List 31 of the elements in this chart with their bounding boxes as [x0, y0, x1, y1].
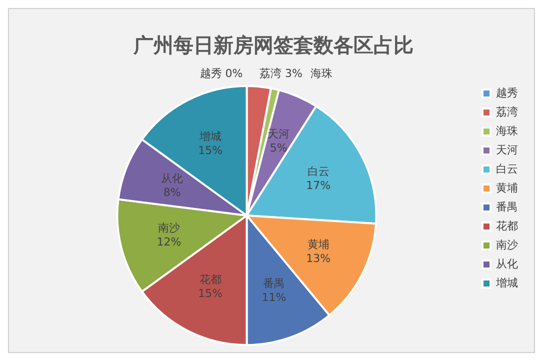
slice-label: 增城 [198, 130, 222, 143]
data-label: 17% [306, 178, 331, 192]
data-label: 13% [306, 252, 331, 265]
data-label: 11% [262, 290, 286, 304]
legend-label: 白云 [496, 162, 518, 176]
data-label: 5% [270, 142, 288, 155]
data-label: 8% [163, 186, 181, 199]
data-label: 12% [156, 235, 182, 248]
slice-label: 黄埔 [307, 238, 330, 251]
legend-label: 南沙 [496, 238, 518, 252]
legend-label: 增城 [495, 276, 518, 290]
legend-label: 从化 [496, 257, 518, 270]
legend-label: 黄埔 [496, 181, 518, 194]
legend-label: 花都 [496, 219, 518, 232]
slice-label: 白云 [307, 164, 330, 178]
data-label: 15% [198, 144, 223, 157]
slice-label: 从化 [161, 172, 184, 185]
legend-label: 海珠 [496, 124, 518, 138]
legend-label: 荔湾 [496, 105, 518, 118]
chart-title: 广州每日新房网签套数各区占比 [132, 33, 414, 58]
legend-label: 越秀 [496, 86, 518, 100]
legend-label: 天河 [496, 143, 518, 156]
legend-label: 番禺 [496, 200, 518, 214]
slice-label: 南沙 [158, 221, 180, 234]
category-label: 海珠 [310, 66, 332, 80]
category-label: 荔湾 3% [260, 66, 302, 80]
category-label: 越秀 0% [200, 66, 243, 80]
slice-label: 花都 [199, 272, 222, 286]
slice-label: 天河 [268, 128, 290, 141]
data-label: 15% [198, 286, 223, 300]
slice-label: 番禺 [262, 276, 285, 290]
